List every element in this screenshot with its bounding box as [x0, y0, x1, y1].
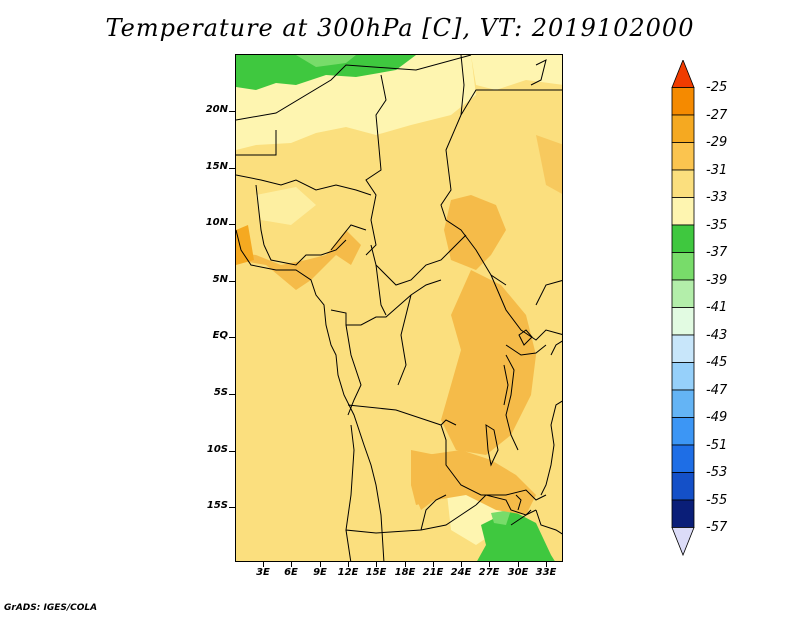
colorbar-box [671, 197, 695, 226]
colorbar-box [671, 307, 695, 336]
legend-label: -43 [706, 328, 728, 343]
lon-label-30e: 30E [507, 567, 529, 578]
lat-tick [229, 111, 235, 112]
lat-tick [229, 394, 235, 395]
field-warm-northeast [536, 135, 562, 194]
grads-credit: GrADS: IGES/COLA [4, 603, 98, 613]
colorbar-box [671, 389, 695, 418]
legend-label: -53 [706, 465, 728, 480]
legend-label: -49 [706, 410, 728, 425]
field-cold-south-inner [491, 510, 511, 525]
field-cold-north [236, 55, 416, 90]
lakes [485, 59, 547, 526]
lat-label-5n: 5N [212, 274, 228, 285]
legend-label: -27 [706, 108, 728, 123]
lon-tick [263, 562, 264, 567]
lat-label-5s: 5S [213, 387, 228, 398]
lat-label-15n: 15N [205, 161, 228, 172]
colorbar-box [671, 472, 695, 501]
colorbar-box [671, 279, 695, 308]
lon-tick [489, 562, 490, 567]
lon-label-12e: 12E [337, 567, 359, 578]
legend-label: -33 [706, 190, 728, 205]
field-cold-north-inner [296, 55, 356, 67]
lat-label-eq: EQ [212, 330, 228, 341]
lon-tick [348, 562, 349, 567]
legend-label: -55 [706, 493, 728, 508]
lon-tick [320, 562, 321, 567]
colorbar [671, 60, 695, 557]
lon-label-6e: 6E [284, 567, 298, 578]
legend-label: -45 [706, 355, 728, 370]
colorbar-box [671, 417, 695, 446]
lon-tick [405, 562, 406, 567]
field-warm-east-2 [441, 270, 536, 455]
colorbar-box [671, 252, 695, 281]
field-warm-east-1 [444, 195, 506, 270]
lon-tick [518, 562, 519, 567]
lat-tick [229, 281, 235, 282]
legend-label: -25 [706, 80, 728, 95]
colorbar-box [671, 362, 695, 391]
field-warm-south [411, 450, 441, 510]
lon-label-3e: 3E [256, 567, 270, 578]
lat-tick [229, 451, 235, 452]
legend-label: -51 [706, 438, 728, 453]
temperature-field-map [236, 55, 562, 561]
legend-label: -39 [706, 273, 728, 288]
field-warm-coast [236, 225, 254, 265]
lat-label-15s: 15S [206, 500, 228, 511]
lat-tick [229, 224, 235, 225]
colorbar-boxes [671, 60, 695, 557]
chart-title: Temperature at 300hPa [C], VT: 201910200… [105, 14, 695, 42]
lon-tick [433, 562, 434, 567]
colorbar-top-triangle [671, 60, 695, 88]
legend-label: -47 [706, 383, 728, 398]
lon-label-33e: 33E [535, 567, 557, 578]
legend-label: -57 [706, 520, 728, 535]
country-borders [236, 55, 562, 561]
colorbar-box [671, 224, 695, 253]
lon-label-24e: 24E [450, 567, 472, 578]
lon-label-18e: 18E [394, 567, 416, 578]
map-panel [235, 54, 563, 562]
field-warm-southeast [411, 450, 536, 515]
colorbar-box [671, 169, 695, 198]
lat-label-20n: 20N [205, 104, 228, 115]
legend-label: -31 [706, 163, 728, 178]
lon-tick [376, 562, 377, 567]
lon-label-9e: 9E [313, 567, 327, 578]
legend-label: -37 [706, 245, 728, 260]
colorbar-box [671, 114, 695, 143]
legend-label: -41 [706, 300, 728, 315]
field-cool-patch-1 [256, 187, 316, 225]
field-warm-west [236, 230, 361, 290]
lat-label-10s: 10S [206, 444, 228, 455]
coastline [236, 229, 385, 561]
colorbar-box [671, 142, 695, 171]
lat-tick [229, 168, 235, 169]
legend-label: -35 [706, 218, 728, 233]
lat-label-10n: 10N [205, 217, 228, 228]
lon-tick [461, 562, 462, 567]
lon-label-27e: 27E [478, 567, 500, 578]
lat-tick [229, 507, 235, 508]
lon-tick [291, 562, 292, 567]
legend-label: -29 [706, 135, 728, 150]
colorbar-bottom-triangle [671, 527, 695, 557]
lat-tick [229, 337, 235, 338]
colorbar-box [671, 444, 695, 473]
colorbar-box [671, 499, 695, 528]
lon-label-21e: 21E [422, 567, 444, 578]
colorbar-box [671, 87, 695, 116]
lon-tick [546, 562, 547, 567]
colorbar-box [671, 334, 695, 363]
lon-label-15e: 15E [365, 567, 387, 578]
